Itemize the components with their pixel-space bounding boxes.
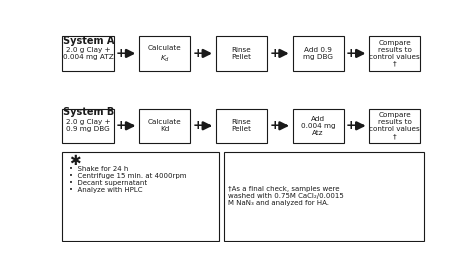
Text: Calculate: Calculate bbox=[148, 45, 182, 51]
Text: +: + bbox=[346, 47, 356, 60]
FancyBboxPatch shape bbox=[224, 152, 423, 240]
Text: •  Centrifuge 15 min. at 4000rpm: • Centrifuge 15 min. at 4000rpm bbox=[69, 173, 186, 179]
Text: $K_d$: $K_d$ bbox=[160, 54, 170, 64]
Text: Rinse
Pellet: Rinse Pellet bbox=[231, 47, 251, 60]
FancyBboxPatch shape bbox=[63, 109, 113, 143]
Text: Add 0.9
mg DBG: Add 0.9 mg DBG bbox=[303, 47, 333, 60]
Text: ✱: ✱ bbox=[69, 154, 81, 168]
FancyBboxPatch shape bbox=[292, 109, 344, 143]
FancyBboxPatch shape bbox=[63, 36, 113, 71]
FancyBboxPatch shape bbox=[139, 36, 190, 71]
FancyBboxPatch shape bbox=[139, 109, 190, 143]
FancyBboxPatch shape bbox=[216, 36, 267, 71]
Text: Compare
results to
control values
†: Compare results to control values † bbox=[369, 112, 420, 139]
Text: +: + bbox=[269, 119, 280, 132]
Text: •  Decant supernatant: • Decant supernatant bbox=[69, 180, 146, 186]
Text: †As a final check, samples were
washed with 0.75M CaCl₂/0.0015
M NaN₃ and analyz: †As a final check, samples were washed w… bbox=[228, 186, 344, 206]
Text: System A: System A bbox=[63, 36, 115, 46]
Text: Rinse
Pellet: Rinse Pellet bbox=[231, 119, 251, 132]
FancyBboxPatch shape bbox=[369, 36, 420, 71]
Text: System B: System B bbox=[63, 107, 114, 117]
Text: +: + bbox=[269, 47, 280, 60]
Text: +: + bbox=[116, 119, 127, 132]
Text: •  Shake for 24 h: • Shake for 24 h bbox=[69, 166, 128, 172]
Text: +: + bbox=[346, 119, 356, 132]
FancyBboxPatch shape bbox=[292, 36, 344, 71]
Text: •  Analyze with HPLC: • Analyze with HPLC bbox=[69, 187, 142, 193]
FancyBboxPatch shape bbox=[63, 152, 219, 240]
Text: 2.0 g Clay +
0.9 mg DBG: 2.0 g Clay + 0.9 mg DBG bbox=[65, 119, 110, 132]
Text: 2.0 g Clay +
0.004 mg ATZ: 2.0 g Clay + 0.004 mg ATZ bbox=[63, 47, 113, 60]
Text: Calculate
Kd: Calculate Kd bbox=[148, 119, 182, 132]
Text: +: + bbox=[192, 47, 203, 60]
FancyBboxPatch shape bbox=[369, 109, 420, 143]
Text: Compare
results to
control values
†: Compare results to control values † bbox=[369, 40, 420, 67]
Text: Add
0.004 mg
Atz: Add 0.004 mg Atz bbox=[301, 116, 336, 136]
FancyBboxPatch shape bbox=[216, 109, 267, 143]
Text: +: + bbox=[116, 47, 127, 60]
Text: +: + bbox=[192, 119, 203, 132]
